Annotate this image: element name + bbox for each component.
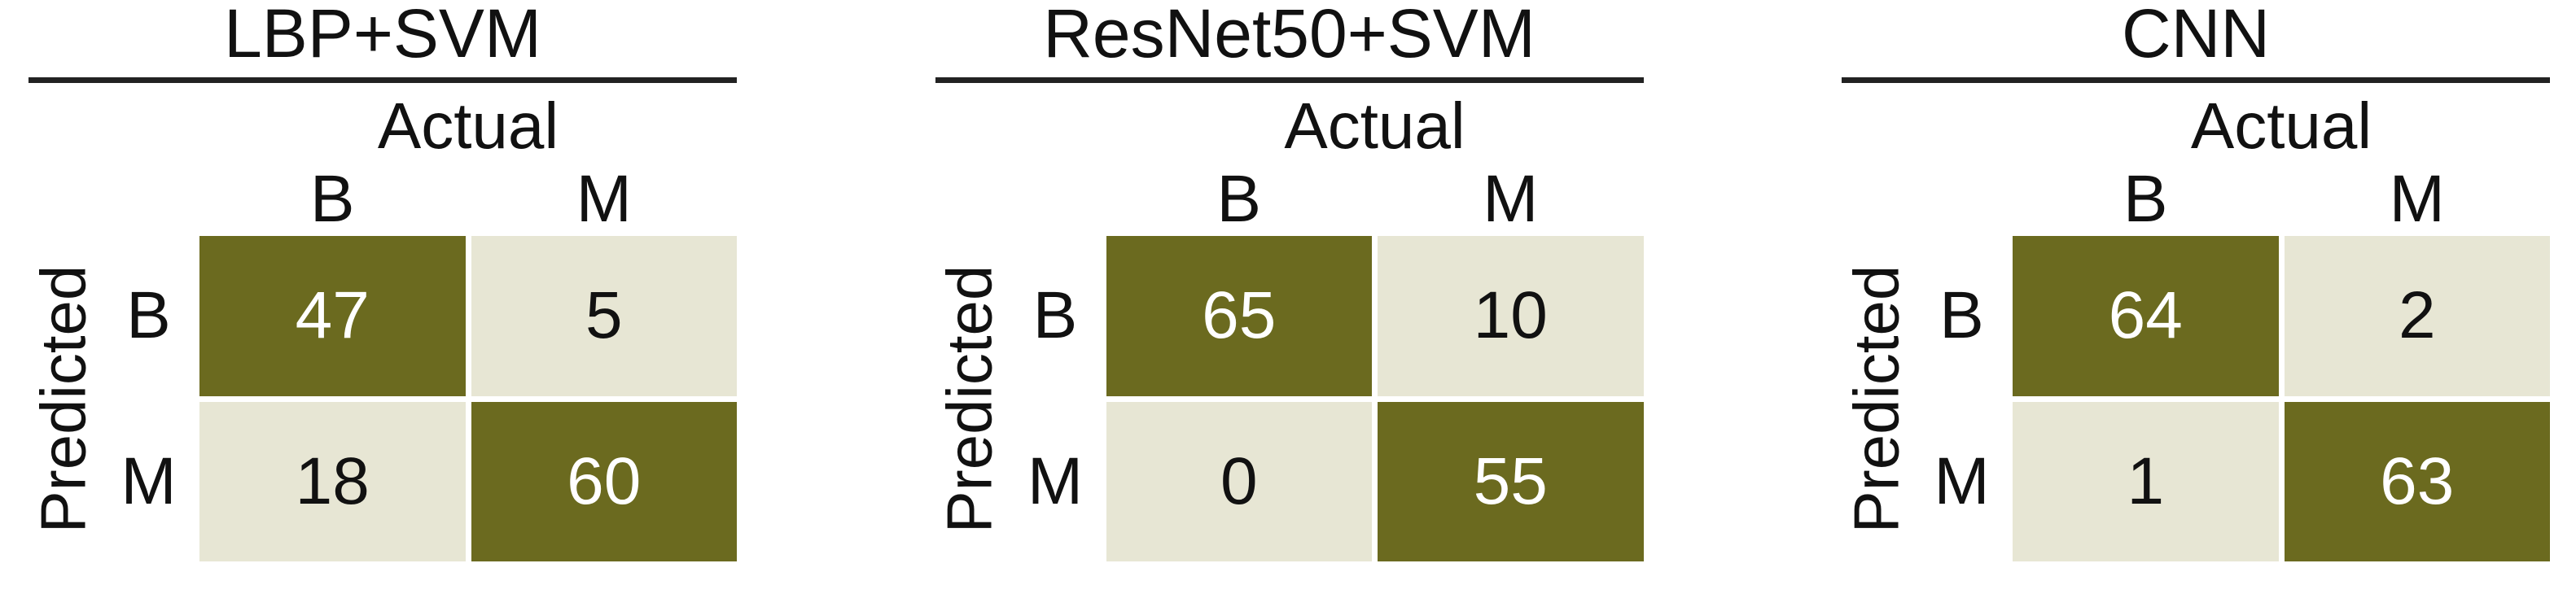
matrix-cells: 64 2 1 63 bbox=[2013, 236, 2550, 561]
predicted-axis-label-wrap: Predicted bbox=[27, 236, 99, 561]
actual-axis-label: Actual bbox=[2190, 90, 2372, 162]
matrix-title: CNN bbox=[1842, 0, 2550, 83]
predicted-axis-label: Predicted bbox=[27, 264, 99, 533]
row-header-b: B bbox=[1939, 278, 1984, 353]
column-headers: B M bbox=[1106, 161, 1644, 236]
matrix-title: ResNet50+SVM bbox=[935, 0, 1644, 83]
col-header-b: B bbox=[1216, 162, 1262, 236]
row-header-b: B bbox=[126, 278, 171, 353]
cell-pred-b-actual-m: 5 bbox=[471, 236, 737, 396]
matrix-body: Actual B M Predicted B M 65 10 0 55 bbox=[933, 83, 1644, 561]
column-headers: B M bbox=[199, 161, 737, 236]
row-header-b: B bbox=[1032, 278, 1078, 353]
cell-pred-b-actual-m: 10 bbox=[1378, 236, 1644, 396]
predicted-axis-label: Predicted bbox=[933, 264, 1005, 533]
row-headers: B M bbox=[98, 236, 199, 561]
actual-axis-label: Actual bbox=[1284, 90, 1465, 162]
matrix-cells: 65 10 0 55 bbox=[1106, 236, 1644, 561]
row-header-m: M bbox=[1934, 443, 1990, 518]
cell-pred-b-actual-b: 65 bbox=[1106, 236, 1372, 396]
row-headers: B M bbox=[1005, 236, 1106, 561]
cell-pred-m-actual-b: 0 bbox=[1106, 401, 1372, 561]
matrix-title: LBP+SVM bbox=[28, 0, 737, 83]
column-headers: B M bbox=[2013, 161, 2550, 236]
matrix-cells: 47 5 18 60 bbox=[199, 236, 737, 561]
cell-pred-m-actual-b: 18 bbox=[199, 401, 466, 561]
confusion-matrix-panel-cnn: CNN Actual B M Predicted B M 64 2 1 63 bbox=[1840, 0, 2550, 607]
cell-pred-b-actual-b: 47 bbox=[199, 236, 466, 396]
col-header-b: B bbox=[309, 162, 355, 236]
predicted-axis-label-wrap: Predicted bbox=[1840, 236, 1912, 561]
cell-pred-m-actual-m: 60 bbox=[471, 401, 737, 561]
confusion-matrix-panel-resnet50-svm: ResNet50+SVM Actual B M Predicted B M 65… bbox=[933, 0, 1644, 607]
cell-pred-b-actual-m: 2 bbox=[2284, 236, 2550, 396]
col-header-m: M bbox=[576, 162, 632, 236]
row-headers: B M bbox=[1911, 236, 2013, 561]
matrix-body: Actual B M Predicted B M 64 2 1 63 bbox=[1840, 83, 2550, 561]
row-header-m: M bbox=[1027, 443, 1084, 518]
row-header-m: M bbox=[120, 443, 177, 518]
col-header-b: B bbox=[2123, 162, 2168, 236]
confusion-matrix-panel-lbp-svm: LBP+SVM Actual B M Predicted B M 47 5 18… bbox=[27, 0, 737, 607]
predicted-axis-label-wrap: Predicted bbox=[933, 236, 1005, 561]
actual-axis-label: Actual bbox=[377, 90, 559, 162]
cell-pred-b-actual-b: 64 bbox=[2013, 236, 2279, 396]
col-header-m: M bbox=[1483, 162, 1539, 236]
predicted-axis-label: Predicted bbox=[1840, 264, 1912, 533]
cell-pred-m-actual-m: 63 bbox=[2284, 401, 2550, 561]
cell-pred-m-actual-m: 55 bbox=[1378, 401, 1644, 561]
matrix-body: Actual B M Predicted B M 47 5 18 60 bbox=[27, 83, 737, 561]
cell-pred-m-actual-b: 1 bbox=[2013, 401, 2279, 561]
col-header-m: M bbox=[2389, 162, 2445, 236]
